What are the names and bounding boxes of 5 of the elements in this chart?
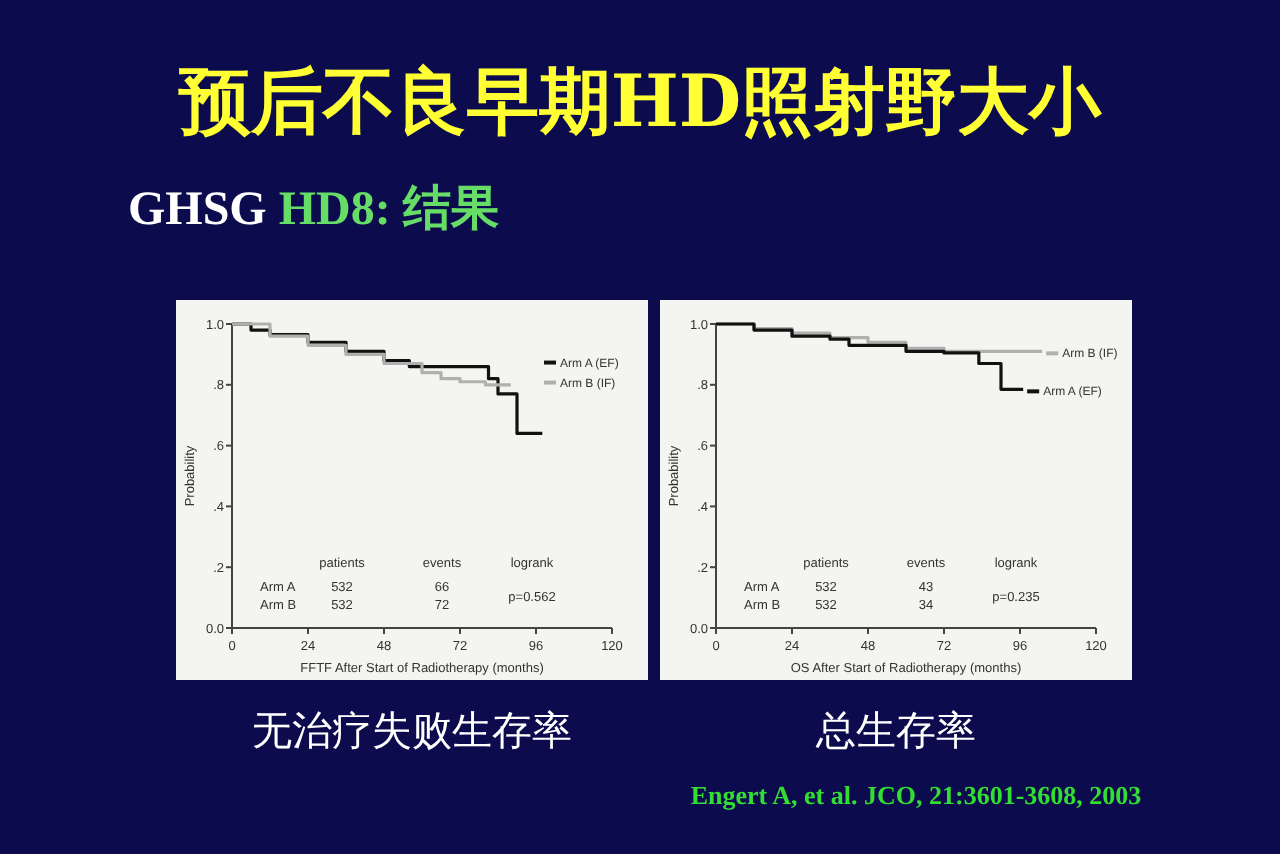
text: 总生存率 bbox=[814, 706, 976, 754]
chart-title: 预后不良早期HD照射野大小 bbox=[176, 60, 1104, 144]
text: 无治疗失败生存率 bbox=[252, 706, 572, 754]
text: Engert A, et al. JCO, 21:3601-3608, 2003 bbox=[690, 780, 1143, 810]
chart-subtitle: GHSG HD8: 结果 bbox=[128, 182, 499, 236]
